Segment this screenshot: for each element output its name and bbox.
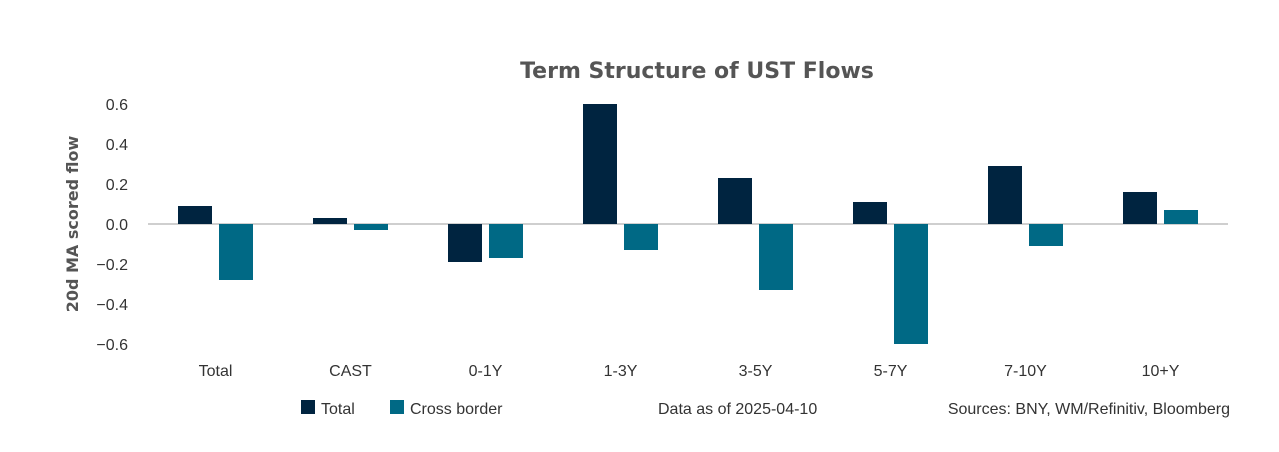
bar-cross-border-7-10y — [1029, 224, 1063, 246]
bar-total-0-1y — [448, 224, 482, 262]
chart-title: Term Structure of UST Flows — [520, 59, 874, 84]
bar-total-10-y — [1123, 192, 1157, 224]
y-tick-labels: 0.6 0.4 0.2 0.0 −0.2 −0.4 −0.6 — [96, 97, 128, 354]
bar-cross-border-10-y — [1164, 210, 1198, 224]
x-tick-label: Total — [199, 363, 233, 380]
y-tick-label: −0.4 — [96, 297, 128, 314]
y-tick-label: −0.2 — [96, 257, 128, 274]
legend-swatch-cross-border — [390, 400, 404, 414]
data-as-of-note: Data as of 2025-04-10 — [658, 401, 817, 418]
legend-label-total: Total — [321, 401, 355, 418]
y-tick-label: 0.2 — [106, 177, 128, 194]
x-tick-label: 10+Y — [1142, 363, 1180, 380]
bar-cross-border-cast — [354, 224, 388, 230]
legend-label-cross-border: Cross border — [410, 401, 503, 418]
x-tick-label: 1-3Y — [604, 363, 638, 380]
x-tick-label: 7-10Y — [1004, 363, 1047, 380]
legend-swatch-total — [301, 400, 315, 414]
bar-total-7-10y — [988, 166, 1022, 224]
x-tick-label: CAST — [329, 363, 372, 380]
x-tick-labels: Total CAST 0-1Y 1-3Y 3-5Y 5-7Y 7-10Y 10+Y — [199, 363, 1180, 380]
bar-total-5-7y — [853, 202, 887, 224]
bars — [178, 104, 1198, 344]
bar-total-3-5y — [718, 178, 752, 224]
x-tick-label: 0-1Y — [469, 363, 503, 380]
y-tick-label: −0.6 — [96, 337, 128, 354]
x-tick-label: 3-5Y — [739, 363, 773, 380]
x-tick-label: 5-7Y — [874, 363, 908, 380]
y-tick-label: 0.4 — [106, 137, 128, 154]
y-tick-label: 0.6 — [106, 97, 128, 114]
bar-cross-border-0-1y — [489, 224, 523, 258]
bar-cross-border-3-5y — [759, 224, 793, 290]
bar-total-1-3y — [583, 104, 617, 224]
bar-cross-border-total — [219, 224, 253, 280]
bar-cross-border-1-3y — [624, 224, 658, 250]
sources-note: Sources: BNY, WM/Refinitiv, Bloomberg — [948, 401, 1230, 418]
bar-cross-border-5-7y — [894, 224, 928, 344]
bar-total-cast — [313, 218, 347, 224]
bar-total-total — [178, 206, 212, 224]
y-axis-label: 20d MA scored flow — [63, 136, 82, 313]
legend: Total Cross border — [301, 400, 503, 418]
y-tick-label: 0.0 — [106, 217, 128, 234]
